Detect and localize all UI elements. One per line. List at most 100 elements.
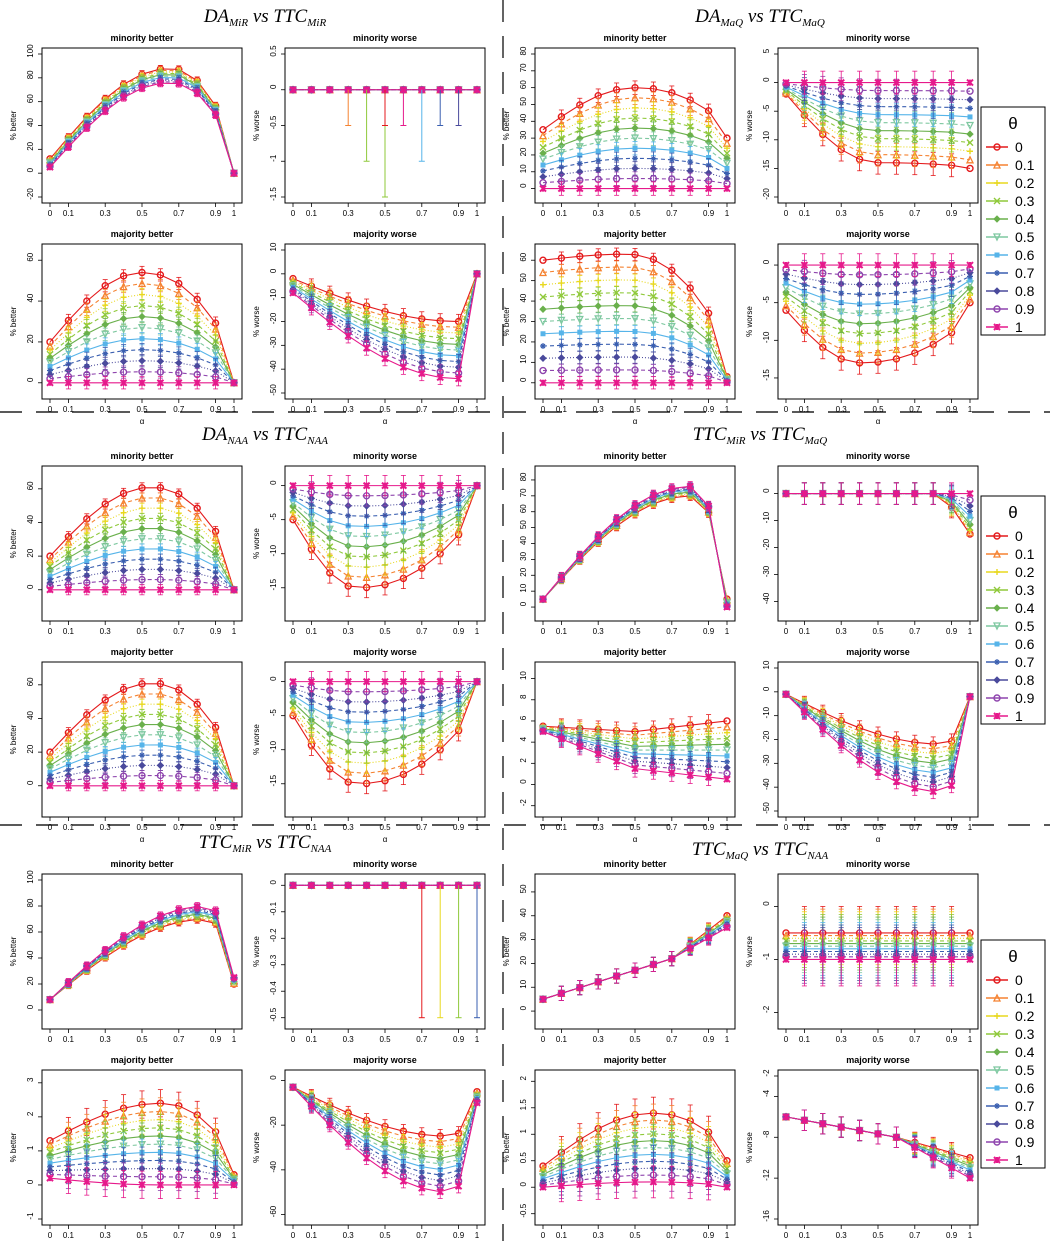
data-point — [120, 557, 127, 564]
y-axis-label: % worse — [252, 528, 261, 559]
y-tick-label: 60 — [26, 481, 35, 490]
panel-title: minority better — [110, 451, 174, 461]
x-tick-label: 0.1 — [556, 209, 568, 218]
x-tick-label: 0.5 — [136, 209, 148, 218]
data-point — [594, 166, 602, 174]
y-tick-label: 40 — [26, 293, 35, 302]
y-tick-label: -15 — [269, 774, 278, 786]
x-tick-label: 0.1 — [306, 627, 318, 636]
data-point — [157, 293, 164, 300]
data-point — [399, 337, 408, 346]
panel-title: majority better — [111, 229, 174, 239]
data-point — [650, 330, 656, 336]
data-point — [119, 379, 128, 387]
x-tick-label: 0.3 — [343, 405, 355, 414]
x-tick-label: 0.7 — [909, 209, 921, 218]
data-point — [595, 341, 602, 348]
x-tick-label: 0.3 — [343, 209, 355, 218]
x-axis-label: α — [383, 417, 388, 426]
y-tick-label: 60 — [26, 677, 35, 686]
x-tick-label: 1 — [475, 209, 480, 218]
x-tick-label: 0.7 — [666, 209, 678, 218]
data-point — [119, 325, 128, 334]
data-point — [539, 149, 547, 157]
x-axis-label: α — [140, 417, 145, 426]
data-point — [966, 139, 974, 147]
x-tick-label: 0 — [48, 209, 53, 218]
data-point — [632, 145, 638, 151]
data-point — [121, 744, 127, 750]
data-point — [101, 330, 110, 339]
series-line — [49, 75, 235, 174]
y-tick-label: -40 — [269, 360, 278, 372]
data-point — [175, 79, 183, 88]
data-point — [687, 342, 693, 348]
data-point — [83, 355, 90, 362]
y-tick-label: -10 — [762, 331, 771, 343]
data-point — [687, 304, 694, 311]
data-point — [175, 558, 182, 565]
data-point — [156, 281, 165, 290]
x-axis-label: α — [140, 835, 145, 844]
y-axis-label: % worse — [745, 306, 754, 337]
data-point — [967, 114, 973, 120]
data-point — [557, 148, 566, 158]
x-tick-label: 0.5 — [136, 627, 148, 636]
x-tick-label: 0.7 — [416, 209, 428, 218]
data-point — [175, 706, 182, 713]
y-axis-label: % worse — [252, 306, 261, 337]
x-tick-label: 0 — [291, 209, 296, 218]
data-point — [156, 524, 165, 533]
data-point — [613, 106, 620, 113]
x-tick-label: 0.7 — [173, 823, 185, 832]
y-axis-label: % worse — [745, 110, 754, 141]
data-point — [558, 330, 564, 336]
data-point — [120, 753, 127, 760]
data-point — [176, 548, 182, 554]
data-point — [668, 127, 676, 135]
data-point — [139, 505, 145, 512]
data-point — [137, 279, 147, 288]
data-point — [174, 288, 183, 298]
x-tick-label: 0 — [48, 627, 53, 636]
data-point — [102, 561, 109, 568]
y-tick-label: 20 — [26, 548, 35, 557]
x-tick-label: 0.9 — [210, 823, 222, 832]
y-tick-label: 5 — [762, 48, 771, 53]
data-point — [138, 524, 146, 533]
data-point — [668, 108, 675, 115]
data-point — [47, 363, 53, 369]
data-point — [156, 314, 165, 322]
y-tick-label: 80 — [519, 46, 528, 55]
data-point — [101, 534, 109, 543]
data-point — [704, 146, 713, 155]
data-point — [649, 135, 658, 144]
y-tick-label: 60 — [26, 94, 35, 103]
x-tick-label: 0.5 — [629, 209, 641, 218]
data-point — [230, 169, 238, 177]
x-tick-label: 0.3 — [836, 405, 848, 414]
x-tick-label: 0.7 — [173, 405, 185, 414]
data-point — [46, 163, 54, 171]
data-point — [194, 354, 201, 361]
data-point — [139, 556, 145, 563]
data-point — [595, 329, 601, 335]
data-point — [594, 120, 602, 128]
x-tick-label: 0.1 — [306, 209, 318, 218]
data-point — [539, 354, 547, 362]
data-point — [102, 302, 109, 309]
panel: minority better 0 20 40 60 % better 0 0.1 0.3 0.5… — [9, 451, 243, 636]
data-point — [156, 368, 165, 376]
y-tick-label: -10 — [762, 130, 771, 142]
data-point — [121, 337, 127, 343]
data-point — [436, 373, 444, 382]
y-tick-label: 100 — [26, 44, 35, 58]
data-point — [119, 272, 128, 280]
data-point — [138, 268, 146, 277]
y-tick-label: 0.5 — [269, 45, 278, 57]
y-tick-label: 0 — [269, 268, 278, 273]
y-tick-label: 20 — [519, 147, 528, 156]
x-tick-label: 0.9 — [453, 209, 465, 218]
data-point — [575, 143, 584, 152]
data-point — [193, 89, 201, 97]
